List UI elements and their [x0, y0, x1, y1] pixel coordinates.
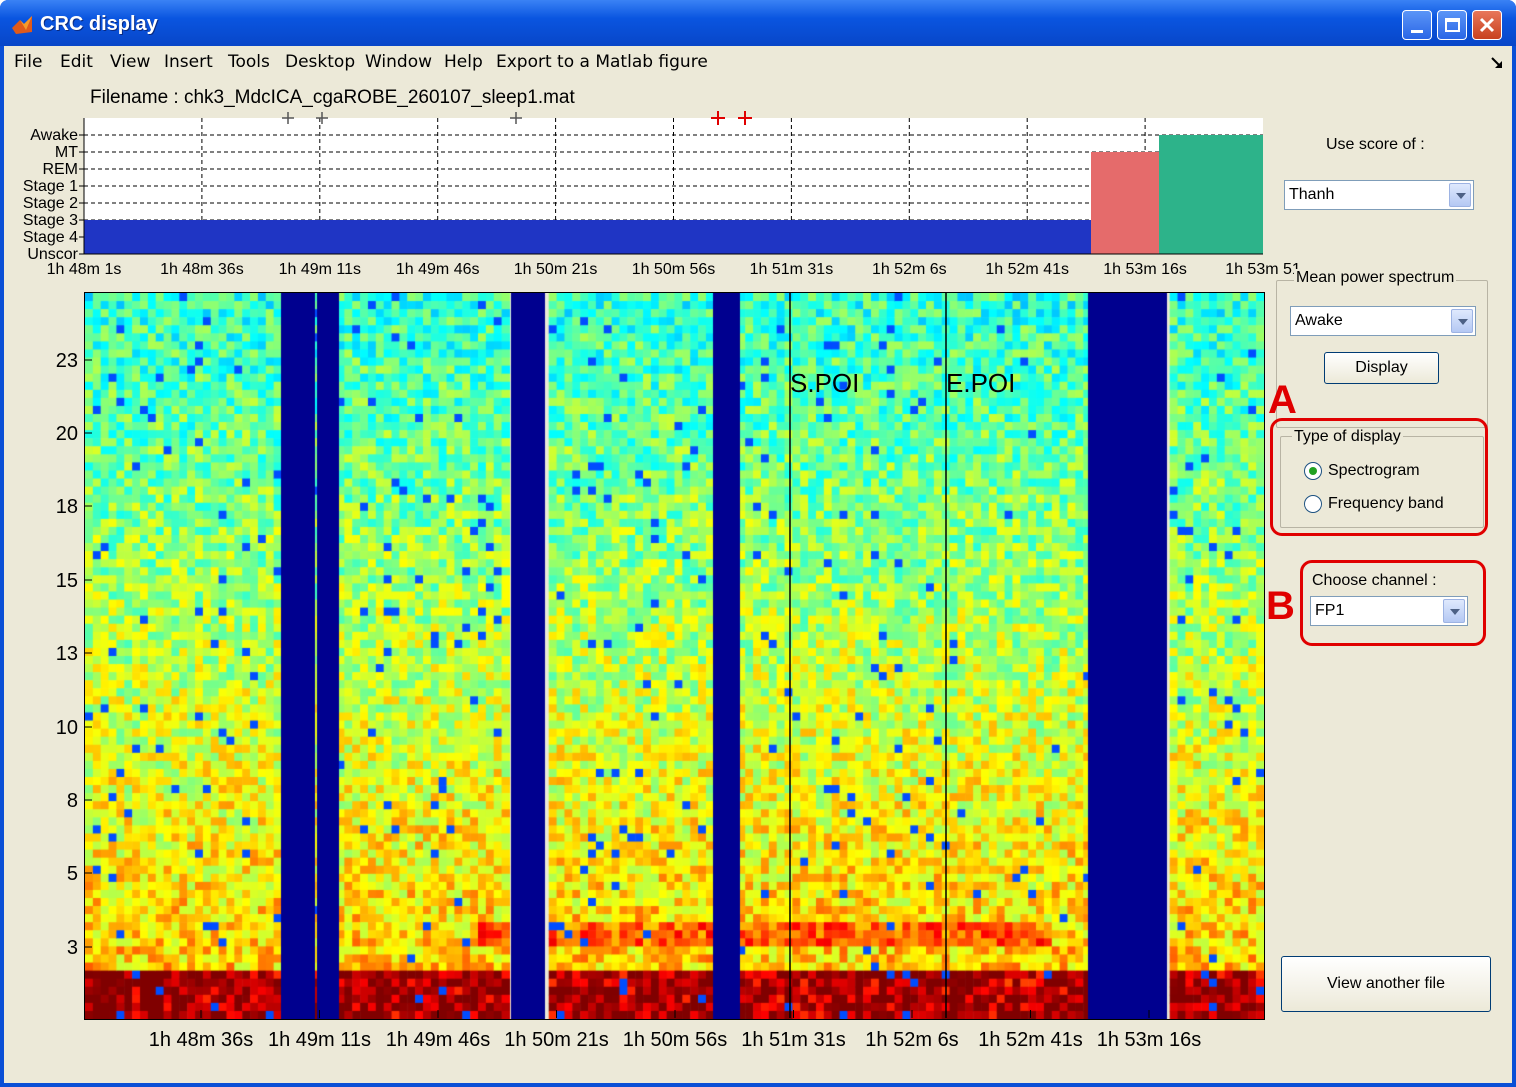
rem-block: [1091, 152, 1159, 254]
event-marker: [316, 112, 328, 124]
poi-marker: [738, 111, 752, 125]
channel-select[interactable]: FP1: [1310, 596, 1468, 626]
awake-block: [1159, 135, 1263, 254]
poi-marker: [711, 111, 725, 125]
choose-channel-label: Choose channel :: [1310, 572, 1439, 590]
time-tick-label: 1h 50m 21s: [514, 261, 598, 278]
close-icon: [1479, 17, 1495, 33]
time-tick-label: 1h 52m 6s: [872, 261, 947, 278]
frequency-tick-label: 15: [56, 570, 78, 592]
time-tick-label: 1h 53m 16s: [1097, 1029, 1202, 1051]
annotation-box-b: [1300, 560, 1486, 646]
time-tick-label: 1h 50m 56s: [632, 261, 716, 278]
stage-label: Stage 3: [23, 212, 78, 229]
annotation-box-a: [1270, 418, 1488, 536]
minimize-button[interactable]: [1402, 10, 1432, 40]
close-button[interactable]: [1472, 10, 1502, 40]
stage-label: Stage 2: [23, 195, 78, 212]
time-tick-label: 1h 49m 11s: [268, 1029, 371, 1051]
maximize-icon: [1445, 18, 1460, 32]
event-marker: [510, 112, 522, 124]
menu-insert[interactable]: Insert: [164, 52, 213, 72]
type-of-display-label: Type of display: [1292, 428, 1403, 446]
view-another-file-button[interactable]: View another file: [1281, 956, 1491, 1012]
channel-value: FP1: [1315, 602, 1345, 619]
stage-label: Stage 4: [23, 229, 78, 246]
display-button[interactable]: Display: [1324, 352, 1439, 384]
menu-window[interactable]: Window: [365, 52, 433, 72]
time-tick-label: 1h 50m 56s: [623, 1029, 728, 1051]
chevron-down-icon[interactable]: [1449, 183, 1471, 207]
annotation-letter-b: B: [1266, 584, 1295, 628]
dock-arrow-icon[interactable]: [1490, 56, 1504, 70]
time-tick-label: 1h 49m 46s: [386, 1029, 491, 1051]
time-tick-label: 1h 51m 31s: [741, 1029, 846, 1051]
menu-export[interactable]: Export to a Matlab figure: [496, 52, 708, 72]
matlab-icon: [12, 16, 32, 34]
stage-label: REM: [42, 161, 78, 178]
frequency-tick-label: 23: [56, 350, 78, 372]
frequency-tick-label: 8: [67, 790, 78, 812]
minimize-icon: [1411, 30, 1423, 33]
menu-bar: File Edit View Insert Tools Desktop Wind…: [4, 46, 1512, 76]
stage-label: Awake: [30, 127, 78, 144]
time-tick-label: 1h 50m 21s: [504, 1029, 609, 1051]
stage4-bar: [84, 220, 1091, 254]
spectrogram-radio-label[interactable]: Spectrogram: [1328, 462, 1420, 479]
menu-desktop[interactable]: Desktop: [285, 52, 356, 72]
title-bar[interactable]: CRC display: [0, 0, 1516, 46]
frequency-band-radio[interactable]: [1304, 495, 1322, 513]
time-tick-label: 1h 49m 46s: [396, 261, 480, 278]
frequency-band-radio-label[interactable]: Frequency band: [1328, 495, 1444, 512]
frequency-tick-label: 5: [67, 863, 78, 885]
use-score-select[interactable]: Thanh: [1284, 180, 1474, 210]
time-tick-label: 1h 48m 36s: [160, 261, 244, 278]
time-tick-label: 1h 52m 6s: [865, 1029, 958, 1051]
annotation-letter-a: A: [1268, 378, 1297, 422]
time-tick-label: 1h 49m 11s: [279, 261, 361, 278]
figure-canvas: Filename : chk3_MdcICA_cgaROBE_260107_sl…: [4, 76, 1512, 1083]
client-area: File Edit View Insert Tools Desktop Wind…: [4, 46, 1512, 1083]
menu-view[interactable]: View: [110, 52, 151, 72]
use-score-label: Use score of :: [1324, 136, 1427, 154]
mean-power-select[interactable]: Awake: [1290, 306, 1476, 336]
time-tick-label: 1h 48m 36s: [149, 1029, 254, 1051]
use-score-value: Thanh: [1289, 186, 1335, 203]
time-tick-label: 1h 51m 31s: [750, 261, 834, 278]
menu-file[interactable]: File: [14, 52, 43, 72]
stage-label: Stage 1: [23, 178, 78, 195]
filename-label: Filename : chk3_MdcICA_cgaROBE_260107_sl…: [90, 87, 575, 108]
frequency-tick-label: 13: [56, 643, 78, 665]
time-tick-label: 1h 52m 41s: [978, 1029, 1083, 1051]
spectrogram-radio[interactable]: [1304, 462, 1322, 480]
stage-label: Unscor: [27, 246, 78, 263]
maximize-button[interactable]: [1437, 10, 1467, 40]
chevron-down-icon[interactable]: [1451, 309, 1473, 333]
spectrogram-plot[interactable]: [84, 292, 1265, 1020]
event-marker: [282, 112, 294, 124]
mean-power-label: Mean power spectrum: [1294, 269, 1457, 287]
menu-edit[interactable]: Edit: [60, 52, 93, 72]
time-tick-label: 1h 52m 41s: [985, 261, 1069, 278]
stage-label: MT: [55, 144, 78, 161]
frequency-tick-label: 18: [56, 496, 78, 518]
time-tick-label: 1h 53m 51: [1225, 261, 1301, 278]
time-tick-label: 1h 53m 16s: [1103, 261, 1187, 278]
menu-help[interactable]: Help: [444, 52, 483, 72]
frequency-tick-label: 10: [56, 717, 78, 739]
time-tick-label: 1h 48m 1s: [47, 261, 122, 278]
chevron-down-icon[interactable]: [1443, 599, 1465, 623]
window-title: CRC display: [40, 13, 158, 35]
mean-power-value: Awake: [1295, 312, 1343, 329]
frequency-tick-label: 20: [56, 423, 78, 445]
frequency-tick-label: 3: [67, 937, 78, 959]
menu-tools[interactable]: Tools: [228, 52, 270, 72]
